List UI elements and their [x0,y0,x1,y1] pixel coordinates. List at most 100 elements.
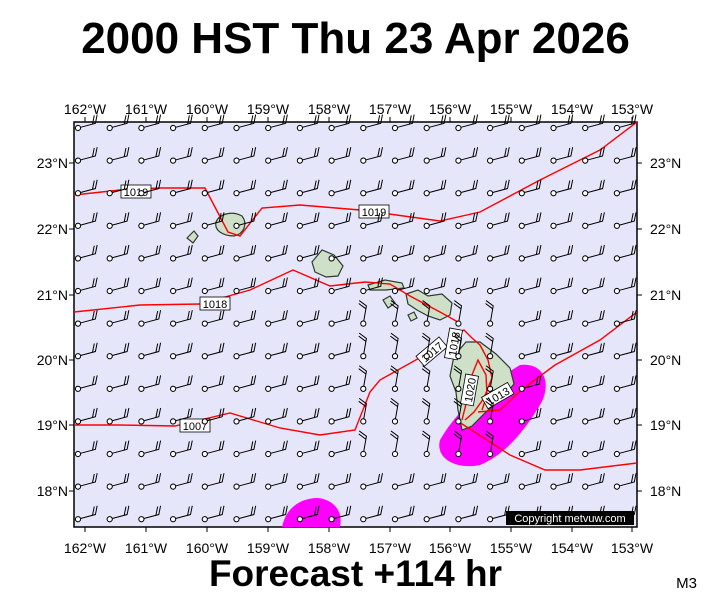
wind-barb [358,430,367,458]
wind-barb [328,473,352,490]
wind-barb [138,114,162,132]
wind-barb [360,212,383,229]
wind-barb [582,212,605,229]
wind-barb [328,342,352,360]
wind-barb [518,147,542,164]
wind-barb [170,277,193,295]
lon-label: 162°W [64,101,107,117]
wind-barb [265,473,288,490]
wind-barb [391,114,415,132]
wind-barb [518,244,542,262]
wind-barb [391,212,415,229]
wind-barb [518,473,542,490]
lat-label: 23°N [650,155,681,171]
wind-barb [233,407,257,425]
wind-barb [265,375,288,392]
wind-barb [265,147,288,164]
wind-barb [360,114,383,132]
wind-barb [296,310,320,327]
wind-barb [455,147,479,164]
wind-barb [550,147,574,164]
wind-barb [233,310,257,327]
wind-barb [485,365,494,392]
lon-label: 157°W [369,101,412,117]
wind-barb [328,114,352,132]
wind-barb [421,397,431,425]
lon-label: 159°W [247,101,290,117]
wind-barb [296,212,320,229]
lat-label: 18°N [650,483,681,499]
wind-barb [423,147,447,164]
isobar-1007 [74,345,459,436]
wind-barb [233,212,257,229]
wind-barb [265,342,288,360]
wind-barb [170,310,193,327]
wind-barb [390,332,399,360]
svg-text:1007: 1007 [183,421,207,433]
wind-barb [138,342,162,360]
wind-barb [74,244,98,262]
page-title: 2000 HST Thu 23 Apr 2026 [81,14,630,63]
lon-label: 154°W [551,101,594,117]
wind-barb [296,505,320,523]
wind-barb [613,212,637,229]
forecast-label: Forecast +114 hr [208,553,503,594]
wind-barb [485,430,494,458]
wind-barb [74,114,98,132]
wind-barb [296,114,320,132]
wind-barb [485,300,494,327]
wind-barb [170,473,193,490]
wind-barb [421,332,431,360]
wind-barb [360,179,383,197]
wind-barb [201,277,225,295]
wind-barb [138,310,162,327]
lat-label: 22°N [650,221,681,237]
wind-barb [582,375,605,392]
wind-barb [423,277,447,295]
wind-barb [421,430,431,458]
wind-barb [233,375,257,392]
wind-barb [613,440,637,458]
wind-barb [106,212,130,229]
wind-barb [74,212,98,229]
wind-barb [487,114,510,132]
wind-barb [106,147,130,164]
frame-ticks [69,117,642,532]
wind-barb [423,114,447,132]
wind-barb [265,212,288,229]
wind-barb [233,277,257,295]
wind-barb [74,407,98,425]
wind-barb [170,342,193,360]
wind-barb [106,505,130,523]
lon-labels-top: 162°W 161°W 160°W 159°W 158°W 157°W 156°… [64,101,654,117]
wind-barb [201,440,225,458]
wind-barb [138,244,162,262]
wind-barb [328,179,352,197]
lon-label: 158°W [308,101,351,117]
wind-barb [296,244,320,262]
wind-barb [582,473,605,490]
wind-barb [518,277,542,295]
lat-label: 21°N [650,287,681,303]
lon-label: 157°W [369,540,412,556]
wind-barb [487,473,510,490]
wind-barb [138,440,162,458]
wind-barb [518,114,542,132]
wind-barb [74,310,98,327]
wind-barb [106,375,130,392]
wind-barb [74,473,98,490]
wind-barb [582,277,605,295]
svg-text:1019: 1019 [362,207,386,219]
island-niihau [186,230,199,244]
island-oahu [311,249,344,278]
wind-barb [360,244,383,262]
wind-barb [453,300,463,327]
wind-barb [106,407,130,425]
wind-barb [138,277,162,295]
wind-barb [265,114,288,132]
map-background [73,121,638,528]
lon-label: 158°W [308,540,351,556]
isobar-label: 1020 [460,373,479,407]
wind-barb [487,244,510,262]
wind-barb [296,473,320,490]
